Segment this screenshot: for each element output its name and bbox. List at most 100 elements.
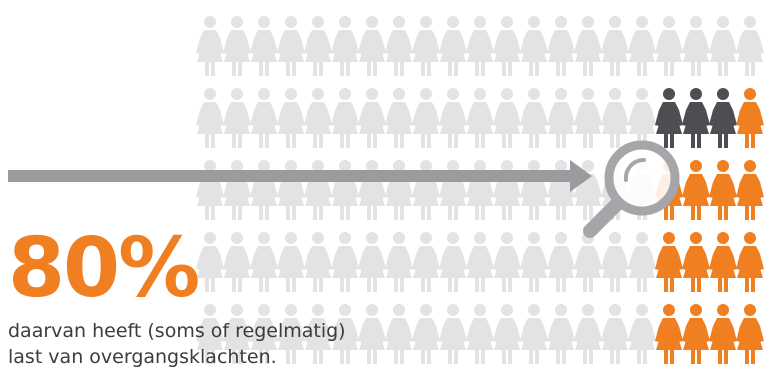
woman-figure-icon [520, 16, 548, 76]
woman-figure-icon [520, 232, 548, 292]
woman-figure-icon [628, 16, 656, 76]
woman-figure-icon [304, 88, 332, 148]
arrow-head [570, 160, 592, 192]
magnifying-glass-icon [583, 140, 680, 238]
woman-figure-icon [709, 232, 737, 292]
woman-figure-icon [547, 232, 575, 292]
woman-figure-icon [574, 16, 602, 76]
woman-figure-icon [358, 304, 386, 364]
woman-figure-icon [385, 160, 413, 220]
woman-figure-icon [412, 232, 440, 292]
woman-figure-icon [358, 88, 386, 148]
woman-figure-icon [385, 304, 413, 364]
arrow-right-icon [8, 160, 592, 192]
woman-figure-icon [574, 304, 602, 364]
woman-figure-icon [385, 16, 413, 76]
woman-figure-icon [223, 16, 251, 76]
woman-figure-icon [250, 232, 278, 292]
woman-figure-icon [682, 160, 710, 220]
woman-figure-icon [709, 160, 737, 220]
woman-figure-icon [223, 160, 251, 220]
woman-figure-icon [655, 232, 683, 292]
woman-figure-icon [439, 304, 467, 364]
woman-figure-icon [358, 160, 386, 220]
woman-figure-icon [493, 88, 521, 148]
woman-figure-icon [331, 16, 359, 76]
woman-figure-icon [736, 88, 764, 148]
woman-figure-icon [493, 16, 521, 76]
woman-figure-icon [682, 88, 710, 148]
woman-figure-icon [493, 232, 521, 292]
woman-figure-icon [493, 304, 521, 364]
woman-figure-icon [439, 88, 467, 148]
woman-figure-icon [709, 304, 737, 364]
woman-figure-icon [520, 88, 548, 148]
woman-figure-icon [304, 16, 332, 76]
woman-figure-icon [574, 232, 602, 292]
left-fade-overlay [0, 0, 200, 376]
woman-figure-icon [277, 232, 305, 292]
woman-figure-icon [466, 160, 494, 220]
caption-line-2: last van overgangsklachten. [8, 346, 277, 368]
woman-figure-icon [736, 16, 764, 76]
woman-figure-icon [331, 160, 359, 220]
woman-figure-icon [682, 232, 710, 292]
woman-figure-icon [196, 232, 224, 292]
woman-figure-icon [466, 16, 494, 76]
woman-figure-icon [520, 160, 548, 220]
woman-figure-icon [736, 232, 764, 292]
woman-figure-icon [196, 160, 224, 220]
woman-figure-icon [412, 160, 440, 220]
woman-figure-icon [331, 88, 359, 148]
woman-figure-icon [223, 232, 251, 292]
woman-figure-icon [493, 160, 521, 220]
woman-figure-icon [331, 232, 359, 292]
woman-figure-icon [439, 160, 467, 220]
woman-figure-icon [547, 304, 575, 364]
woman-figure-icon [304, 232, 332, 292]
caption-text: daarvan heeft (soms of regelmatig) last … [8, 318, 346, 370]
headline-percentage: 80% [8, 221, 200, 316]
woman-figure-icon [277, 88, 305, 148]
woman-figure-icon [412, 88, 440, 148]
woman-figure-icon [628, 304, 656, 364]
woman-figure-icon [196, 88, 224, 148]
caption-line-1: daarvan heeft (soms of regelmatig) [8, 320, 346, 342]
woman-figure-icon [277, 160, 305, 220]
magnifier-handle [583, 198, 623, 238]
woman-figure-icon [709, 88, 737, 148]
woman-figure-icon [466, 88, 494, 148]
woman-figure-icon [682, 16, 710, 76]
woman-figure-icon [601, 304, 629, 364]
woman-figure-icon [655, 88, 683, 148]
arrow-shaft [8, 170, 574, 182]
woman-figure-icon [412, 16, 440, 76]
woman-figure-icon [628, 232, 656, 292]
magnifier-ring [604, 140, 680, 216]
woman-figure-icon [547, 16, 575, 76]
magnifier-glint [623, 157, 646, 182]
woman-figure-icon [385, 232, 413, 292]
woman-figure-icon [682, 304, 710, 364]
woman-figure-icon [547, 88, 575, 148]
woman-figure-icon [385, 88, 413, 148]
woman-figure-icon [655, 304, 683, 364]
woman-figure-icon [250, 160, 278, 220]
woman-figure-icon [736, 304, 764, 364]
woman-figure-icon [439, 232, 467, 292]
woman-figure-icon [277, 16, 305, 76]
woman-figure-icon [250, 16, 278, 76]
woman-figure-icon [520, 304, 548, 364]
woman-figure-icon [304, 160, 332, 220]
woman-figure-icon [601, 232, 629, 292]
woman-figure-icon [655, 16, 683, 76]
woman-figure-icon [601, 16, 629, 76]
woman-figure-icon [466, 304, 494, 364]
woman-figure-icon [466, 232, 494, 292]
woman-figure-icon [574, 88, 602, 148]
woman-figure-icon [709, 16, 737, 76]
woman-figure-icon [223, 88, 251, 148]
woman-figure-icon [628, 88, 656, 148]
woman-figure-icon [439, 16, 467, 76]
